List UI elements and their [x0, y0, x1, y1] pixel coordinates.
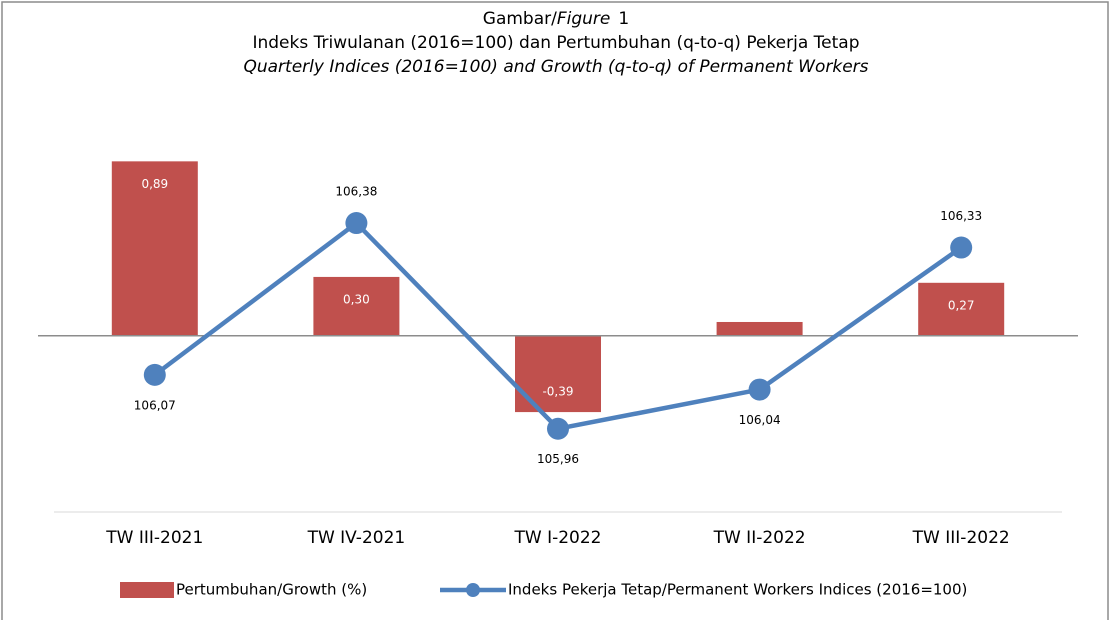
- line-marker: [547, 417, 569, 440]
- bar-value-label: 0,30: [343, 292, 370, 306]
- legend-marker: [466, 583, 480, 597]
- bar: [716, 321, 803, 336]
- legend-label: Indeks Pekerja Tetap/Permanent Workers I…: [508, 581, 967, 599]
- x-tick-label: TW II-2022: [713, 528, 806, 548]
- bar-value-label: 0,89: [141, 177, 168, 191]
- x-tick-label: TW III-2021: [105, 528, 203, 548]
- chart-subtitle: Quarterly Indices (2016=100) and Growth …: [243, 57, 868, 77]
- line-value-label: 105,96: [537, 452, 579, 466]
- line-marker: [143, 363, 166, 386]
- line-marker: [345, 212, 368, 235]
- figure-label: Gambar/: [483, 9, 557, 29]
- bar: [313, 276, 400, 336]
- bar-value-label: 0,27: [948, 298, 975, 312]
- legend-swatch: [120, 582, 174, 598]
- chart-title: Indeks Triwulanan (2016=100) dan Pertumb…: [252, 33, 859, 53]
- x-tick-label: TW IV-2021: [307, 528, 406, 548]
- line-marker: [748, 378, 771, 401]
- bar-value-label: 0,07: [746, 337, 773, 351]
- x-tick-label: TW III-2022: [912, 528, 1010, 548]
- x-tick-label: TW I-2022: [513, 528, 601, 548]
- bar: [111, 161, 198, 336]
- line-value-label: 106,33: [940, 209, 982, 223]
- figure-label-en: Figure: [557, 9, 611, 29]
- bar-value-label: -0,39: [542, 385, 573, 399]
- line-marker: [950, 236, 973, 259]
- bar: [918, 282, 1005, 336]
- line-value-label: 106,07: [134, 398, 176, 412]
- line-value-label: 106,38: [335, 185, 377, 199]
- figure-number: 1: [618, 9, 629, 29]
- legend-label: Pertumbuhan/Growth (%): [176, 581, 367, 599]
- line-value-label: 106,04: [739, 413, 781, 427]
- figure-heading: Gambar/Figure 1: [483, 9, 629, 29]
